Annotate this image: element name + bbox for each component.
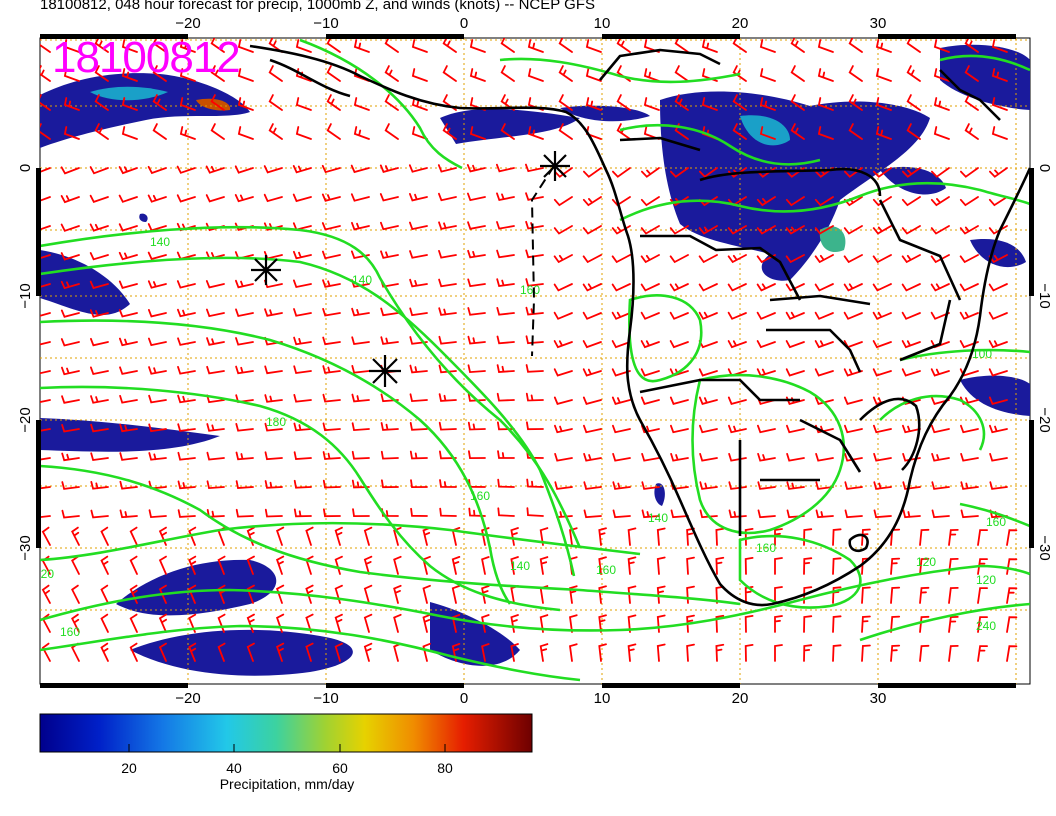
contour-label: 180 (266, 415, 286, 429)
lat-tick-label: −30 (17, 535, 34, 560)
lat-tick-label: −20 (17, 407, 34, 432)
lon-ticks-bottom: −20 −10 0 10 20 30 (175, 690, 886, 707)
lon-tick-label: 0 (460, 690, 468, 707)
lat-ticks-left: 0 −10 −20 −30 (17, 164, 34, 561)
precip-colorbar (39, 713, 533, 753)
storm-markers (251, 151, 570, 387)
lon-tick-label: −10 (313, 15, 338, 32)
colorbar-tick: 80 (437, 760, 453, 776)
lon-tick-label: 10 (594, 690, 611, 707)
lon-tick-label: 30 (870, 15, 887, 32)
lat-tick-label: −10 (1036, 283, 1053, 308)
colorbar-tick: 40 (226, 760, 242, 776)
contour-label: 160 (470, 489, 490, 503)
contour-label: 140 (648, 511, 668, 525)
lon-tick-label: 0 (460, 15, 468, 32)
contour-label: 160 (986, 515, 1006, 529)
lon-tick-label: 20 (732, 15, 749, 32)
lon-tick-label: 10 (594, 15, 611, 32)
lat-tick-label: 0 (1036, 164, 1053, 172)
storm-center-marker (540, 151, 570, 181)
contour-label: 120 (916, 555, 936, 569)
lon-tick-label: −10 (313, 690, 338, 707)
contour-label: 140 (150, 235, 170, 249)
contour-label: 120 (976, 573, 996, 587)
storm-center-marker (369, 355, 401, 387)
coastlines-and-borders (249, 44, 1030, 607)
colorbar-label: Precipitation, mm/day (219, 776, 355, 792)
axis-bars (36, 34, 1034, 688)
geopotential-contours (40, 38, 1030, 682)
lat-tick-label: −10 (17, 283, 34, 308)
lat-tick-label: −30 (1036, 535, 1053, 560)
contour-label: 240 (976, 619, 996, 633)
contour-labels: 140 140 180 160 160 160 140 120 160 100 … (34, 235, 1006, 639)
lat-tick-label: 0 (17, 164, 34, 172)
dashed-track (530, 165, 555, 357)
lon-tick-label: 20 (732, 690, 749, 707)
figure-title: 18100812, 048 hour forecast for precip, … (40, 0, 595, 13)
contour-label: 100 (972, 347, 992, 361)
colorbar-tick: 60 (332, 760, 348, 776)
contour-label: 160 (520, 283, 540, 297)
contour-label: 140 (352, 273, 372, 287)
run-stamp: 18100812 (52, 33, 241, 82)
colorbar-tick: 20 (121, 760, 137, 776)
contour-label: 160 (60, 625, 80, 639)
lon-tick-label: −20 (175, 690, 200, 707)
lat-tick-label: −20 (1036, 407, 1053, 432)
contour-label: 140 (510, 559, 530, 573)
contour-label: 160 (756, 541, 776, 555)
lon-tick-label: −20 (175, 15, 200, 32)
lon-tick-label: 30 (870, 690, 887, 707)
storm-center-marker (251, 255, 281, 285)
contour-label: 160 (596, 563, 616, 577)
lat-ticks-right: 0 −10 −20 −30 (1036, 164, 1053, 561)
lon-ticks-top: −20 −10 0 10 20 30 (175, 15, 886, 32)
contour-label: 120 (34, 567, 54, 581)
